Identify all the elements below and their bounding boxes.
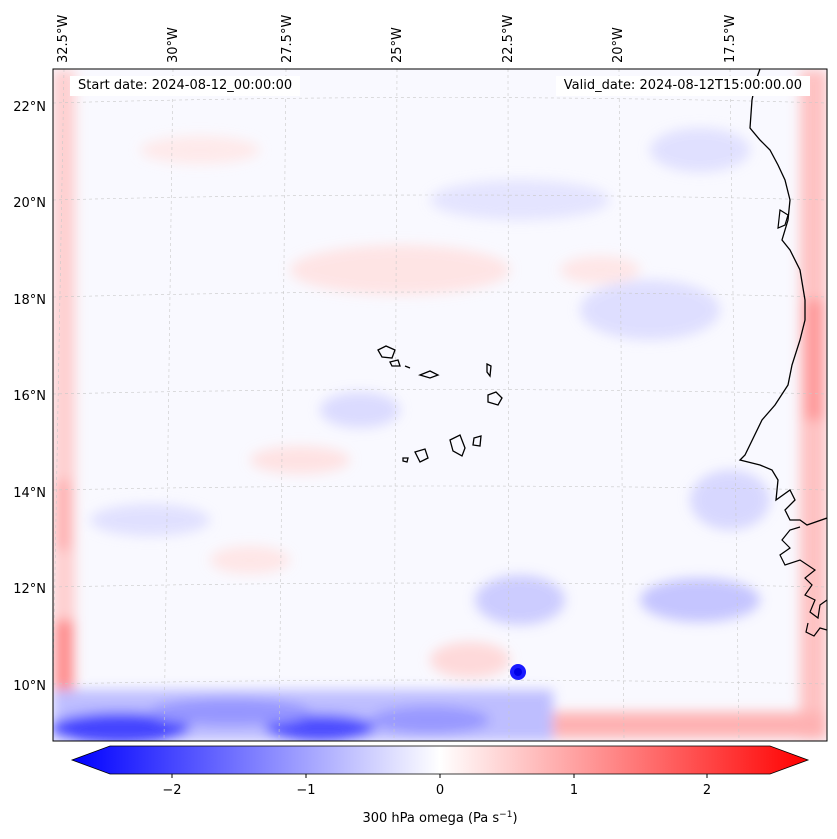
map-background [53, 69, 827, 741]
colorbar-tick-neg1: −1 [296, 783, 315, 798]
cape-verde-islands [377, 345, 503, 463]
colorbar-tick-2: 2 [703, 783, 711, 798]
longitude-labels: 32.5°W 30°W 27.5°W 25°W 22.5°W 20°W 17.5… [56, 15, 738, 63]
lat-label-22n: 22°N [13, 100, 46, 115]
lat-label-14n: 14°N [13, 486, 46, 501]
lon-label-25w: 25°W [390, 27, 405, 63]
lat-label-12n: 12°N [13, 582, 46, 597]
colorbar-tick-neg2: −2 [162, 783, 181, 798]
lon-label-17-5w: 17.5°W [723, 15, 738, 63]
omega-field [53, 70, 827, 741]
map-panel [53, 69, 827, 741]
colorbar-label: 300 hPa omega (Pa s−1) [362, 810, 517, 826]
lon-label-32-5w: 32.5°W [56, 15, 71, 63]
lon-label-20w: 20°W [611, 27, 626, 63]
lon-label-27-5w: 27.5°W [280, 15, 295, 63]
map-frame [52, 68, 828, 742]
colorbar-tick-1: 1 [570, 783, 578, 798]
lat-label-10n: 10°N [13, 679, 46, 694]
lat-label-18n: 18°N [13, 293, 46, 308]
latitude-labels: 22°N 20°N 18°N 16°N 14°N 12°N 10°N [13, 100, 46, 694]
colorbar-body [70, 745, 810, 775]
colorbar-ticks [171, 774, 708, 778]
colorbar: −2 −1 0 1 2 300 hPa omega (Pa s−1) [70, 745, 810, 826]
colorbar-tick-0: 0 [436, 783, 444, 798]
lat-label-20n: 20°N [13, 196, 46, 211]
gridlines [53, 69, 827, 741]
valid-date-label: Valid_date: 2024-08-12T15:00:00.00 [555, 76, 810, 96]
lat-label-16n: 16°N [13, 389, 46, 404]
lon-label-22-5w: 22.5°W [501, 15, 516, 63]
start-date-label: Start date: 2024-08-12_00:00:00 [70, 76, 301, 96]
lon-label-30w: 30°W [166, 27, 181, 63]
africa-coastline [738, 69, 827, 526]
